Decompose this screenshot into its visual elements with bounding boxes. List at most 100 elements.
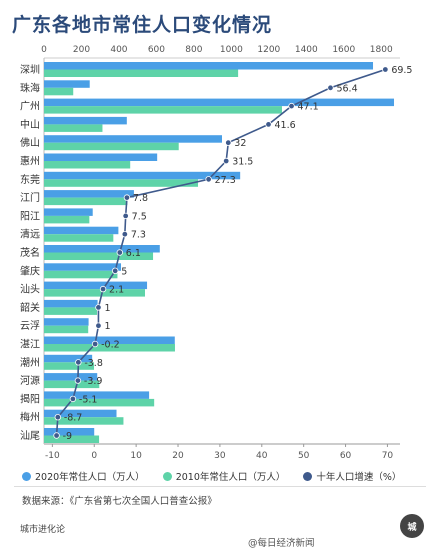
category-label: 茂名 bbox=[20, 246, 40, 259]
growth-value-label: 1 bbox=[104, 303, 110, 314]
bar-2020 bbox=[44, 98, 395, 107]
bar-2020 bbox=[44, 373, 98, 381]
bottom-axis-tick-label: 50 bbox=[298, 451, 310, 461]
bar-2020 bbox=[44, 135, 222, 143]
bottom-axis-tick-label: 60 bbox=[340, 451, 352, 461]
category-label: 东莞 bbox=[20, 173, 40, 186]
bar-2010 bbox=[44, 362, 95, 370]
growth-point bbox=[382, 66, 389, 73]
growth-point bbox=[75, 359, 82, 366]
bottom-axis-tick-label: 40 bbox=[256, 451, 268, 461]
bar-2010 bbox=[44, 215, 90, 224]
legend-label-2020: 2020年常住人口（万人） bbox=[35, 472, 145, 483]
brand-logo: 城 bbox=[400, 514, 424, 538]
bar-2010 bbox=[44, 398, 155, 407]
growth-point bbox=[122, 212, 129, 220]
bar-2010 bbox=[44, 142, 179, 151]
growth-point bbox=[95, 304, 102, 311]
growth-value-label: 1 bbox=[104, 321, 110, 332]
brand-label: 城市进化论 bbox=[20, 525, 66, 535]
growth-value-label: 56.4 bbox=[336, 83, 357, 94]
category-label: 云浮 bbox=[20, 320, 40, 332]
top-axis-tick-label: 1400 bbox=[295, 45, 318, 55]
growth-point bbox=[69, 395, 77, 403]
growth-point bbox=[95, 322, 102, 329]
bar-2020 bbox=[44, 354, 93, 363]
growth-value-label: 7.8 bbox=[133, 193, 148, 204]
bottom-axis-tick-label: 20 bbox=[172, 451, 184, 461]
category-label: 汕尾 bbox=[20, 430, 40, 442]
bar-2010 bbox=[44, 252, 154, 260]
growth-value-label: 5 bbox=[121, 266, 127, 277]
category-label: 珠海 bbox=[20, 81, 40, 94]
bar-2010 bbox=[44, 106, 282, 114]
bar-2010 bbox=[44, 234, 114, 242]
legend-dot-2010 bbox=[162, 471, 172, 481]
growth-value-label: 27.3 bbox=[215, 175, 236, 186]
growth-value-label: 2.1 bbox=[109, 285, 124, 296]
legend-label-growth: 十年人口增速（%） bbox=[316, 472, 402, 483]
category-label: 湛江 bbox=[20, 339, 40, 351]
growth-value-label: 47.1 bbox=[298, 102, 319, 113]
growth-point bbox=[54, 414, 62, 421]
legend-item-2010: 2010年常住人口（万人） bbox=[162, 469, 285, 483]
growth-value-label: 31.5 bbox=[232, 157, 253, 168]
category-label: 汕头 bbox=[20, 284, 40, 296]
category-label: 河源 bbox=[20, 374, 40, 387]
growth-point bbox=[222, 157, 230, 165]
bar-2020 bbox=[44, 263, 122, 271]
bar-2020 bbox=[44, 336, 175, 344]
bar-2020 bbox=[44, 428, 95, 436]
credit-label: @每日经济新闻 bbox=[248, 538, 315, 549]
category-label: 韶关 bbox=[20, 301, 40, 314]
bottom-axis-tick-label: 0 bbox=[91, 451, 97, 461]
growth-value-label: -5.1 bbox=[79, 394, 98, 405]
category-label: 揭阳 bbox=[20, 392, 40, 405]
category-label: 肇庆 bbox=[20, 264, 40, 277]
bar-2020 bbox=[44, 171, 241, 180]
bar-2020 bbox=[44, 116, 127, 125]
legend-dot-growth bbox=[303, 471, 313, 481]
growth-value-label: 41.6 bbox=[274, 120, 295, 131]
growth-point bbox=[74, 377, 82, 384]
bar-2020 bbox=[44, 226, 119, 235]
growth-value-label: -9 bbox=[63, 431, 72, 442]
bar-2020 bbox=[44, 391, 150, 399]
bar-2010 bbox=[44, 344, 175, 352]
growth-value-label: 7.3 bbox=[131, 230, 146, 241]
category-label: 阳江 bbox=[20, 210, 40, 222]
legend-item-growth: 十年人口增速（%） bbox=[303, 469, 401, 483]
bottom-axis-tick-label: -10 bbox=[45, 451, 60, 461]
growth-point bbox=[288, 102, 295, 110]
legend-dot-2020 bbox=[22, 471, 31, 481]
top-axis-tick-label: 1200 bbox=[257, 45, 280, 55]
bar-2010 bbox=[44, 69, 239, 77]
category-label: 广州 bbox=[20, 101, 40, 113]
bar-2020 bbox=[44, 409, 117, 418]
bar-2020 bbox=[44, 80, 90, 88]
top-axis-tick-label: 1000 bbox=[220, 45, 243, 55]
growth-value-label: 7.5 bbox=[132, 211, 147, 222]
growth-value-label: 69.5 bbox=[391, 65, 412, 76]
bar-2010 bbox=[44, 380, 100, 389]
bottom-axis-tick-label: 30 bbox=[214, 451, 226, 461]
bottom-axis-tick-label: 10 bbox=[130, 451, 142, 461]
bar-2010 bbox=[44, 435, 100, 443]
bar-2020 bbox=[44, 281, 148, 290]
top-axis-tick-label: 1600 bbox=[332, 45, 355, 55]
chart-svg: 0 200 400 600 800 1000 1200 1400 1600 1800 -10 0 10 2… bbox=[20, 45, 412, 461]
bar-2020 bbox=[44, 153, 158, 161]
top-axis-tick-label: 0 bbox=[41, 45, 47, 55]
growth-point bbox=[121, 230, 129, 238]
bar-2010 bbox=[44, 307, 98, 315]
category-label: 佛山 bbox=[20, 136, 40, 149]
category-label: 梅州 bbox=[20, 411, 40, 424]
bar-2020 bbox=[44, 190, 134, 198]
growth-point bbox=[225, 139, 232, 146]
growth-point bbox=[53, 432, 60, 439]
top-axis-tick-label: 800 bbox=[185, 45, 202, 55]
legend: 2020年常住人口（万人） 2010年常住人口（万人） 十年人口增速（%） bbox=[22, 469, 401, 483]
bar-2010 bbox=[44, 325, 89, 334]
growth-point bbox=[123, 194, 131, 201]
growth-point bbox=[99, 285, 107, 293]
